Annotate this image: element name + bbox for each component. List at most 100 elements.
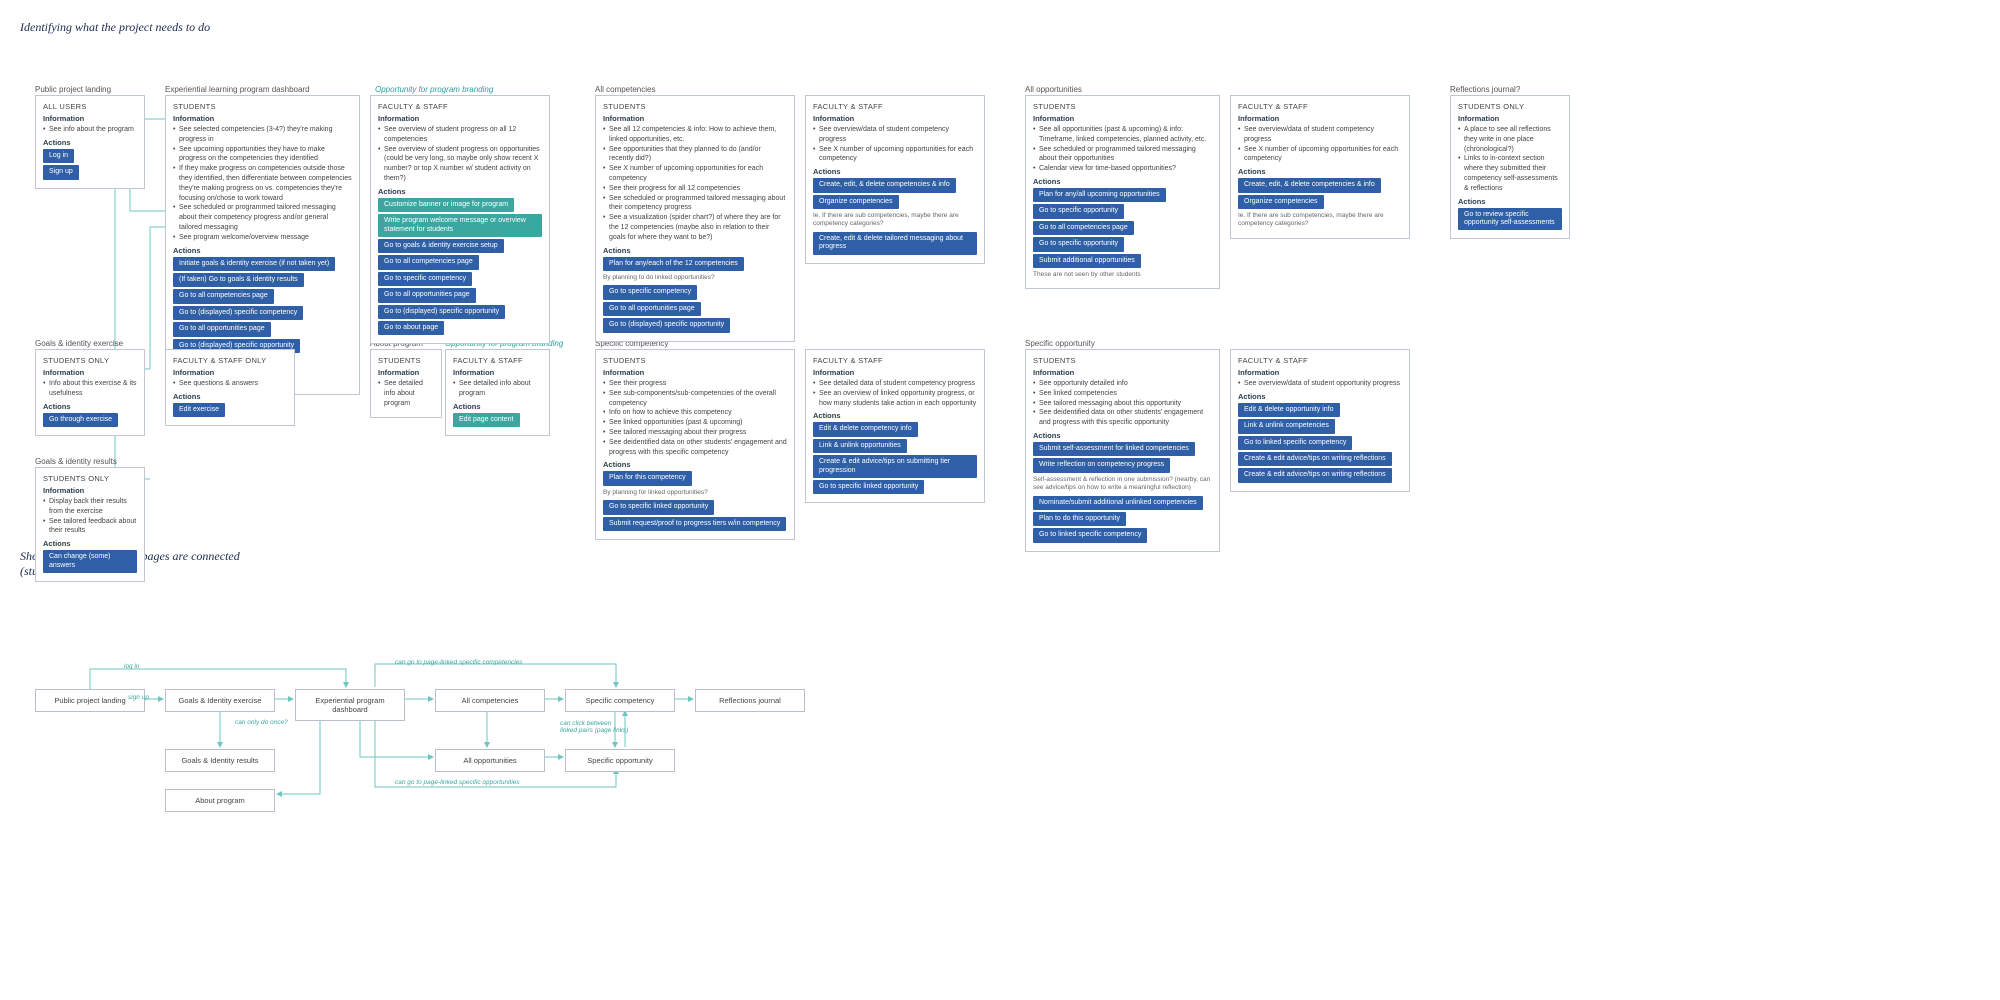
action-button[interactable]: Go to about page (378, 321, 444, 335)
action-button[interactable]: Go to all opportunities page (603, 302, 701, 316)
card-speccomp-students: STUDENTSInformationSee their progressSee… (595, 349, 795, 540)
card-goals-exercise: STUDENTS ONLYInformationInfo about this … (35, 349, 145, 436)
info-item: See X number of upcoming opportunities f… (1238, 145, 1402, 165)
role-label: FACULTY & STAFF (1238, 356, 1402, 365)
info-item: See all opportunities (past & upcoming) … (1033, 125, 1212, 145)
action-button[interactable]: Go to review specific opportunity self-a… (1458, 208, 1562, 231)
flow-edge-label: can go to page-linked specific opportuni… (395, 779, 520, 786)
info-item: See opportunity detailed info (1033, 379, 1212, 389)
flow-edge-label: log in (124, 663, 140, 670)
action-button[interactable]: Write reflection on competency progress (1033, 458, 1170, 472)
info-heading: Information (1238, 114, 1402, 123)
action-button[interactable]: Go to specific opportunity (1033, 204, 1124, 218)
info-heading: Information (378, 368, 434, 377)
action-button[interactable]: Nominate/submit additional unlinked comp… (1033, 496, 1203, 510)
action-button[interactable]: Go to goals & identity exercise setup (378, 239, 504, 253)
info-item: See linked opportunities (past & upcomin… (603, 418, 787, 428)
action-button[interactable]: Plan to do this opportunity (1033, 512, 1126, 526)
bottom-section-title: Showing how the project pages are connec… (20, 549, 1980, 579)
action-button[interactable]: Go to all opportunities page (378, 288, 476, 302)
info-item: See deidentified data on other students'… (603, 438, 787, 458)
info-heading: Information (173, 114, 352, 123)
action-button[interactable]: Go to specific competency (378, 272, 472, 286)
action-button[interactable]: Create & edit advice/tips on writing ref… (1238, 452, 1392, 466)
actions-heading: Actions (1458, 197, 1562, 206)
info-item: Display back their results from the exer… (43, 497, 137, 517)
info-item: See detailed info about program (453, 379, 542, 399)
action-button[interactable]: Organize competencies (1238, 195, 1324, 209)
action-button[interactable]: Go to specific opportunity (1033, 237, 1124, 251)
action-button[interactable]: Create, edit, & delete competencies & in… (1238, 178, 1381, 192)
actions-heading: Actions (813, 167, 977, 176)
action-button[interactable]: Go to (displayed) specific opportunity (378, 305, 505, 319)
action-button[interactable]: Initiate goals & identity exercise (if n… (173, 257, 335, 271)
actions-heading: Actions (1238, 167, 1402, 176)
action-button[interactable]: Go to specific linked opportunity (603, 500, 714, 514)
info-item: If they make progress on competencies ou… (173, 164, 352, 203)
flow-node-f-goals: Goals & Identity exercise (165, 689, 275, 712)
action-button[interactable]: Edit exercise (173, 403, 225, 417)
action-button[interactable]: Go through exercise (43, 413, 118, 427)
action-button[interactable]: Submit additional opportunities (1033, 254, 1141, 268)
action-button[interactable]: Go to all competencies page (1033, 221, 1134, 235)
info-heading: Information (603, 114, 787, 123)
info-heading: Information (1458, 114, 1562, 123)
action-button[interactable]: Go to specific linked opportunity (813, 480, 924, 494)
column-label: Goals & identity results (35, 457, 117, 466)
action-button[interactable]: Submit self-assessment for linked compet… (1033, 442, 1195, 456)
action-button[interactable]: (If taken) Go to goals & identity result… (173, 273, 304, 287)
action-button[interactable]: Go to linked specific competency (1238, 436, 1352, 450)
role-label: STUDENTS (1033, 356, 1212, 365)
action-button[interactable]: Plan for this competency (603, 471, 692, 485)
info-item: See scheduled or programmed tailored mes… (1033, 145, 1212, 165)
action-button[interactable]: Create & edit advice/tips on submitting … (813, 455, 977, 478)
role-label: STUDENTS (603, 102, 787, 111)
info-item: See overview of student progress on all … (378, 125, 542, 145)
info-heading: Information (173, 368, 287, 377)
action-button[interactable]: Go to all opportunities page (173, 322, 271, 336)
info-item: See overview/data of student competency … (813, 125, 977, 145)
action-button[interactable]: Link & unlink opportunities (813, 439, 907, 453)
action-button[interactable]: Submit request/proof to progress tiers w… (603, 517, 786, 531)
info-item: See detailed data of student competency … (813, 379, 977, 389)
info-item: See X number of upcoming opportunities f… (603, 164, 787, 184)
action-button[interactable]: Create, edit & delete tailored messaging… (813, 232, 977, 255)
action-button[interactable]: Create & edit advice/tips on writing ref… (1238, 468, 1392, 482)
role-label: FACULTY & STAFF (813, 356, 977, 365)
action-button[interactable]: Plan for any/each of the 12 competencies (603, 257, 744, 271)
info-item: See overview/data of student opportunity… (1238, 379, 1402, 389)
note-text: Ie. If there are sub competencies, maybe… (1238, 212, 1402, 229)
flow-node-f-results: Goals & Identity results (165, 749, 275, 772)
action-button[interactable]: Organize competencies (813, 195, 899, 209)
action-button[interactable]: Go to all competencies page (378, 255, 479, 269)
info-item: See X number of upcoming opportunities f… (813, 145, 977, 165)
action-button[interactable]: Edit & delete competency info (813, 422, 918, 436)
info-item: See upcoming opportunities they have to … (173, 145, 352, 165)
action-button[interactable]: Create, edit, & delete competencies & in… (813, 178, 956, 192)
actions-heading: Actions (813, 411, 977, 420)
info-item: See program welcome/overview message (173, 233, 352, 243)
action-button[interactable]: Customize banner or image for program (378, 198, 514, 212)
action-button[interactable]: Can change (some) answers (43, 550, 137, 573)
action-button[interactable]: Plan for any/all upcoming opportunities (1033, 188, 1166, 202)
top-section-title: Identifying what the project needs to do (20, 20, 1980, 35)
action-button[interactable]: Log in (43, 149, 74, 163)
action-button[interactable]: Go to all competencies page (173, 289, 274, 303)
role-label: FACULTY & STAFF ONLY (173, 356, 287, 365)
action-button[interactable]: Go to specific competency (603, 285, 697, 299)
info-item: See tailored messaging about their progr… (603, 428, 787, 438)
info-heading: Information (453, 368, 542, 377)
action-button[interactable]: Edit page content (453, 413, 520, 427)
card-goals-results: STUDENTS ONLYInformationDisplay back the… (35, 467, 145, 582)
note-text: Ie. If there are sub competencies, maybe… (813, 212, 977, 229)
actions-heading: Actions (173, 246, 352, 255)
action-button[interactable]: Edit & delete opportunity info (1238, 403, 1340, 417)
action-button[interactable]: Go to linked specific competency (1033, 528, 1147, 542)
action-button[interactable]: Write program welcome message or overvie… (378, 214, 542, 237)
action-button[interactable]: Go to (displayed) specific opportunity (603, 318, 730, 332)
role-label: STUDENTS (603, 356, 787, 365)
action-button[interactable]: Sign up (43, 165, 79, 179)
info-item: See overview/data of student competency … (1238, 125, 1402, 145)
action-button[interactable]: Go to (displayed) specific competency (173, 306, 303, 320)
action-button[interactable]: Link & unlink competencies (1238, 419, 1335, 433)
